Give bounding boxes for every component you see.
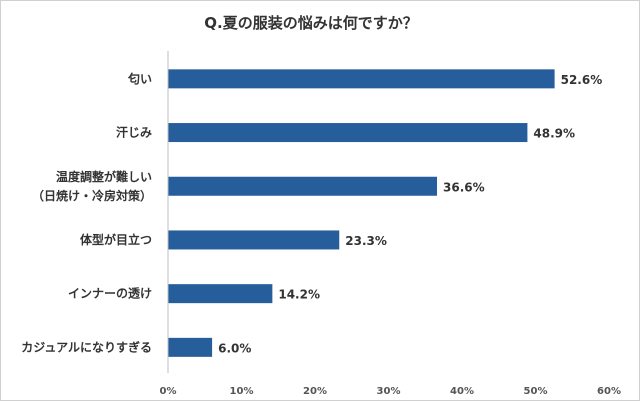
bar xyxy=(168,69,555,89)
x-tick-label: 20% xyxy=(303,386,327,397)
x-tick-label: 40% xyxy=(450,386,474,397)
x-tick-label: 30% xyxy=(377,386,401,397)
value-label: 6.0% xyxy=(218,341,251,355)
value-label: 23.3% xyxy=(345,234,387,248)
chart-title: Q.夏の服装の悩みは何ですか？ xyxy=(204,14,417,32)
bar xyxy=(168,123,528,143)
value-label: 48.9% xyxy=(533,127,575,141)
value-label: 52.6% xyxy=(561,73,603,87)
value-label: 36.6% xyxy=(443,180,485,194)
chart-marks: 匂い 52.6% 汗じみ 48.9% 温度調整が難しい（日焼け・冷房対策） 36.6% 体型… xyxy=(21,69,602,357)
category-label: 体型が目立つ xyxy=(80,232,152,247)
x-tick-label: 60% xyxy=(597,386,621,397)
bar xyxy=(168,337,213,357)
bar xyxy=(168,230,340,250)
category-label: 汗じみ xyxy=(116,125,152,140)
category-label: インナーの透け xyxy=(68,287,152,301)
x-axis: 0% 10% 20% 30% 40% 50% 60% xyxy=(160,51,621,397)
value-label: 14.2% xyxy=(278,288,320,302)
x-tick-label: 10% xyxy=(230,386,254,397)
x-tick-label: 0% xyxy=(160,386,177,397)
category-label: カジュアルになりすぎる xyxy=(21,339,152,354)
bar xyxy=(168,176,438,196)
bar xyxy=(168,284,273,304)
category-label: 匂い xyxy=(127,71,152,86)
x-tick-label: 50% xyxy=(524,386,548,397)
category-label: 温度調整が難しい（日焼け・冷房対策） xyxy=(32,169,152,203)
